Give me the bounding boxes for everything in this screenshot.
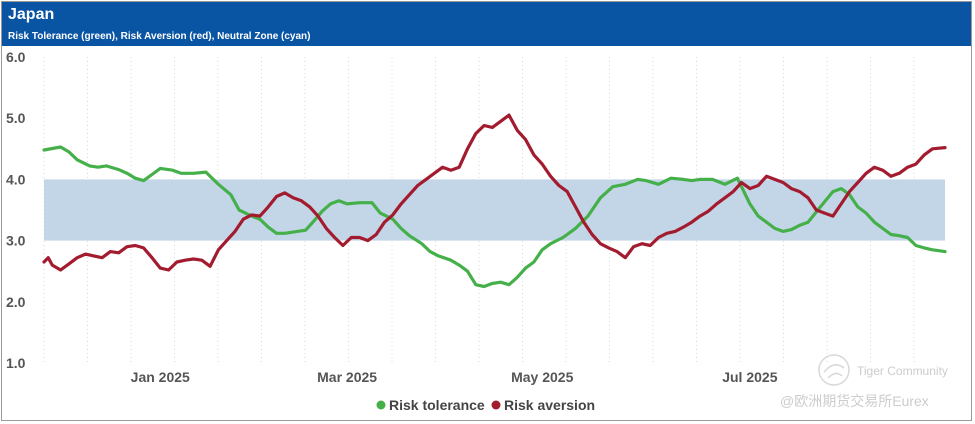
y-tick-label: 3.0	[6, 233, 26, 249]
neutral-zone-band	[44, 179, 945, 241]
y-tick-label: 6.0	[6, 49, 26, 65]
x-tick-label: Mar 2025	[317, 369, 377, 385]
y-tick-label: 2.0	[6, 294, 26, 310]
series-line-risk-tolerance[interactable]	[42, 145, 947, 289]
legend-label-risk-tolerance[interactable]: Risk tolerance	[389, 397, 485, 413]
tiger-logo-icon	[818, 354, 850, 386]
y-tick-label: 4.0	[6, 171, 26, 187]
legend-marker-risk-tolerance	[376, 400, 386, 410]
chart-title: Japan	[8, 6, 55, 23]
tiger-logo-mark-icon	[823, 364, 845, 379]
x-tick-label: Jan 2025	[131, 369, 190, 385]
legend-marker-risk-aversion	[491, 400, 501, 410]
x-tick-label: May 2025	[511, 369, 573, 385]
x-tick-label: Jul 2025	[722, 369, 777, 385]
y-tick-label: 5.0	[6, 110, 26, 126]
series-line-risk-aversion[interactable]	[42, 113, 947, 272]
y-tick-label: 1.0	[6, 355, 26, 371]
chart-subtitle: Risk Tolerance (green), Risk Aversion (r…	[8, 31, 311, 42]
legend-label-risk-aversion[interactable]: Risk aversion	[504, 397, 595, 413]
watermark-line2: @欧洲期货交易所Eurex	[780, 393, 929, 409]
chart-header: Japan Risk Tolerance (green), Risk Avers…	[2, 2, 971, 46]
watermark: Tiger Community @欧洲期货交易所Eurex	[780, 354, 948, 409]
watermark-line1: Tiger Community	[857, 364, 948, 378]
